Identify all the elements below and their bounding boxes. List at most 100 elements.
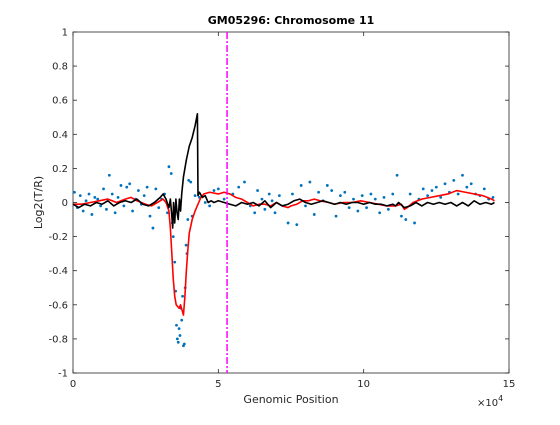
data-point (131, 209, 134, 213)
data-point (96, 197, 100, 201)
y-tick-label: 0.6 (52, 96, 68, 107)
data-point (343, 190, 347, 194)
y-tick-label: -0.8 (48, 334, 68, 345)
data-point (334, 214, 338, 218)
y-tick-label: -0.4 (48, 266, 68, 277)
data-point (81, 209, 85, 213)
chart-title: GM05296: Chromosome 11 (208, 14, 375, 27)
data-point (178, 334, 182, 337)
data-point (186, 218, 190, 221)
data-point (382, 195, 386, 199)
data-point (452, 178, 456, 182)
data-point (347, 206, 351, 210)
data-point (166, 211, 169, 215)
data-point (365, 206, 368, 210)
data-point (339, 194, 342, 198)
data-point (208, 204, 212, 208)
x-axis-label: Genomic Position (243, 393, 338, 406)
data-point (212, 189, 216, 192)
y-tick-label: 0.8 (52, 62, 68, 73)
data-point (400, 214, 403, 218)
data-point (84, 199, 88, 203)
data-point (430, 189, 434, 192)
data-point (184, 243, 188, 247)
ticks-layer: 0 5 10 15 -1 -0.8 -0.6 -0.4 -0.2 0 0.2 0.4 0.6 0.8 1 (48, 28, 515, 391)
data-point (291, 192, 294, 196)
data-point (356, 209, 360, 213)
data-point (277, 194, 281, 198)
data-point (308, 180, 312, 184)
data-point (151, 226, 155, 230)
data-point (373, 197, 377, 201)
data-point (182, 342, 186, 346)
data-point (413, 221, 416, 225)
data-point (317, 190, 321, 194)
data-point (295, 223, 299, 227)
data-point (237, 185, 241, 189)
data-point (395, 173, 399, 177)
data-point (175, 323, 178, 327)
data-point (142, 194, 146, 198)
data-point (243, 180, 246, 184)
data-point (154, 187, 158, 191)
data-point (148, 214, 152, 218)
data-point (175, 337, 179, 341)
x-axis-multiplier-base: ×10 (477, 398, 498, 409)
data-point (461, 173, 464, 177)
data-point (193, 194, 197, 198)
data-point (181, 294, 184, 298)
series-layer (72, 113, 495, 348)
data-point (180, 318, 184, 322)
data-point (421, 187, 425, 191)
data-point (299, 184, 303, 187)
data-point (189, 180, 193, 184)
y-axis-label: Log2(T/R) (32, 176, 45, 229)
plot-area: 0 5 10 15 -1 -0.8 -0.6 -0.4 -0.2 0 0.2 0.4 0.6 0.8 1 (48, 28, 515, 391)
data-point (176, 340, 180, 344)
x-tick-label: 5 (215, 379, 221, 390)
data-point (325, 184, 329, 187)
data-point (93, 195, 97, 199)
data-point (443, 182, 447, 186)
data-point (99, 204, 103, 208)
data-point (456, 192, 460, 196)
data-point (260, 197, 264, 201)
data-point (78, 194, 82, 198)
data-point (360, 194, 364, 198)
data-point (391, 192, 395, 196)
data-point (173, 260, 177, 264)
data-point (263, 207, 267, 211)
data-point (122, 204, 126, 208)
data-point (439, 195, 443, 199)
data-point (286, 221, 290, 225)
data-point (267, 192, 271, 196)
data-point (119, 184, 123, 187)
data-point (105, 207, 108, 211)
data-point (73, 190, 76, 194)
data-point (87, 192, 91, 196)
y-tick-label: -0.2 (48, 232, 68, 243)
data-point (491, 195, 495, 199)
data-point (386, 207, 390, 211)
data-point (187, 178, 191, 182)
data-point (404, 218, 408, 221)
y-tick-label: 1 (62, 28, 68, 39)
data-point (273, 211, 277, 215)
data-point (125, 185, 129, 189)
data-point (145, 185, 149, 189)
data-point (216, 187, 220, 191)
data-point (465, 185, 469, 189)
data-point (116, 195, 120, 199)
data-point (253, 211, 257, 215)
data-point (102, 187, 105, 191)
data-point (222, 197, 226, 201)
data-point (177, 327, 181, 331)
data-point (203, 201, 207, 204)
data-point (110, 192, 114, 196)
data-point (270, 199, 274, 203)
y-tick-label: 0.2 (52, 164, 68, 175)
data-point (137, 189, 140, 192)
y-tick-label: 0 (62, 198, 68, 209)
